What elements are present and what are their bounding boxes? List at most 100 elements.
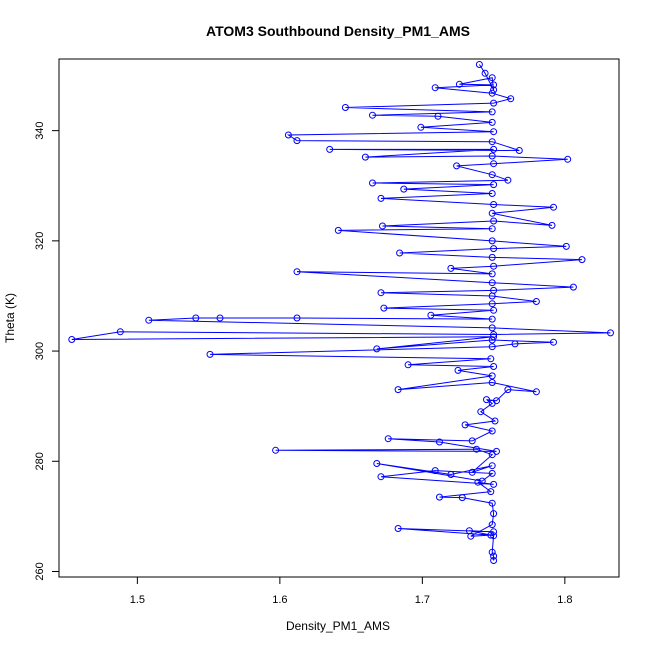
data-point <box>474 478 482 486</box>
data-point <box>487 531 495 539</box>
x-axis-label: Density_PM1_AMS <box>286 619 390 633</box>
data-point <box>431 84 439 92</box>
data-point <box>481 69 489 77</box>
data-point <box>490 532 498 540</box>
data-point <box>488 427 496 435</box>
data-point <box>379 222 386 230</box>
y-axis-label: Theta (K) <box>3 293 17 343</box>
data-point <box>490 480 498 488</box>
data-point <box>284 131 292 139</box>
data-point <box>490 99 498 107</box>
data-point <box>490 86 498 94</box>
data-point <box>400 185 408 193</box>
data-point <box>490 245 498 253</box>
data-point <box>490 306 498 314</box>
data-point <box>384 435 392 443</box>
plot-frame <box>58 58 620 578</box>
chart-title: ATOM3 Southbound Density_PM1_AMS <box>206 23 470 39</box>
data-point <box>493 447 500 455</box>
data-point <box>490 557 498 564</box>
data-point <box>488 138 496 146</box>
y-tick-label: 320 <box>34 232 46 250</box>
data-point <box>436 493 443 501</box>
data-point <box>394 386 402 394</box>
data-point <box>532 388 540 396</box>
data-point <box>491 417 499 425</box>
data-point <box>511 340 519 348</box>
y-tick-label: 260 <box>34 562 46 580</box>
data-point <box>467 532 475 540</box>
data-point <box>488 237 496 245</box>
data-point <box>417 123 425 131</box>
data-point <box>490 262 498 270</box>
data-point <box>192 314 200 322</box>
data-point <box>490 160 498 168</box>
data-point <box>490 333 498 341</box>
y-tick-label: 300 <box>34 342 46 360</box>
data-point <box>68 336 76 343</box>
data-point <box>377 289 385 297</box>
data-point <box>490 181 498 189</box>
data-point <box>488 451 496 459</box>
data-point <box>454 366 462 374</box>
data-point <box>569 283 577 291</box>
data-point <box>396 249 404 257</box>
data-point <box>490 363 498 370</box>
data-point <box>488 253 496 261</box>
data-point <box>488 108 496 116</box>
data-point <box>145 316 153 324</box>
data-point <box>293 137 301 145</box>
data-point <box>562 242 570 250</box>
data-point <box>458 494 466 502</box>
data-point <box>488 462 496 470</box>
data-point <box>488 74 496 82</box>
data-point <box>507 95 515 103</box>
data-point <box>272 446 280 454</box>
data-point <box>490 552 498 560</box>
data-point <box>369 179 376 187</box>
data-point <box>488 379 496 386</box>
data-point <box>564 155 572 163</box>
data-point <box>488 190 496 197</box>
x-tick-label: 1.8 <box>557 594 572 606</box>
data-point <box>206 350 214 358</box>
data-point <box>431 467 439 475</box>
data-point <box>334 226 342 234</box>
x-tick-label: 1.7 <box>415 594 430 606</box>
data-point <box>515 147 523 154</box>
data-point <box>475 61 483 68</box>
data-point <box>478 477 486 485</box>
data-point <box>490 81 498 89</box>
data-point <box>490 331 498 338</box>
data-point <box>373 345 381 353</box>
data-point <box>377 473 385 481</box>
data-point <box>341 104 349 111</box>
x-axis: 1.5 1.6 1.7 1.8 <box>130 577 573 606</box>
data-point <box>578 256 586 264</box>
data-point <box>461 421 469 429</box>
data-point <box>488 300 496 308</box>
data-point <box>488 324 496 332</box>
data-point <box>550 203 557 211</box>
data-point <box>468 468 476 476</box>
data-point <box>490 128 498 136</box>
data-point <box>490 145 498 153</box>
data-point <box>488 469 496 477</box>
data-point <box>487 488 495 496</box>
data-point <box>377 194 385 202</box>
y-tick-label: 280 <box>34 452 46 470</box>
data-point <box>488 521 496 529</box>
data-point <box>488 279 496 287</box>
data-point <box>116 328 124 336</box>
data-point <box>216 314 224 322</box>
x-tick-label: 1.5 <box>130 594 145 606</box>
data-point <box>447 471 455 478</box>
data-point <box>473 445 480 453</box>
data-point <box>488 343 496 351</box>
data-point <box>488 89 496 97</box>
data-point <box>434 112 442 120</box>
data-point <box>447 264 455 272</box>
data-point <box>468 437 476 445</box>
